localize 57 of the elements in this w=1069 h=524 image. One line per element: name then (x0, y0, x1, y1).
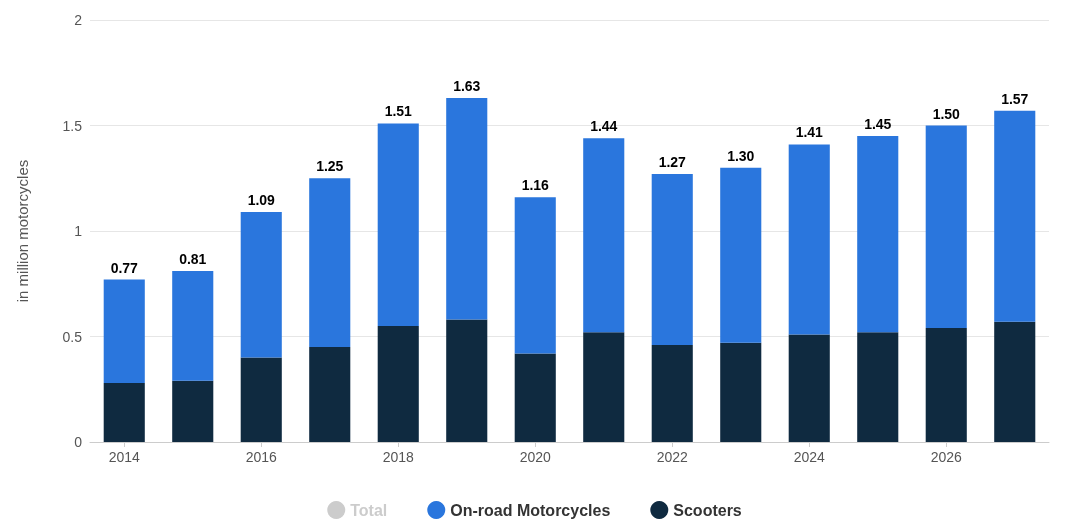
bar (925, 328, 967, 442)
y-axis-title: in million motorcycles (14, 159, 31, 303)
bar (651, 344, 693, 442)
total-label: 1.45 (864, 116, 892, 133)
bar (720, 167, 762, 343)
bar (446, 98, 488, 320)
y-tick-label: 0 (74, 434, 83, 450)
bar (788, 144, 830, 335)
total-label: 1.27 (658, 154, 687, 171)
bar (583, 332, 625, 442)
bar (583, 138, 625, 333)
y-tick-label: 0.5 (62, 328, 83, 345)
bar (514, 353, 556, 442)
bar (377, 123, 419, 326)
total-label: 1.51 (384, 103, 413, 120)
x-tick-label: 2022 (656, 449, 689, 465)
x-tick-label: 2014 (108, 449, 141, 465)
y-tick-label: 2 (74, 12, 83, 28)
bar (514, 197, 556, 354)
bar (172, 271, 214, 381)
bar (857, 332, 899, 442)
bar (925, 125, 967, 329)
total-label: 1.44 (590, 118, 618, 135)
x-tick-label: 2026 (930, 449, 963, 465)
total-label: 1.16 (521, 177, 550, 194)
total-label: 1.41 (795, 124, 824, 141)
bar (240, 357, 282, 442)
total-label: 1.09 (247, 192, 276, 209)
bar (172, 380, 214, 442)
bar (788, 334, 830, 442)
bar (103, 279, 145, 383)
total-label: 1.63 (453, 78, 481, 95)
bar (377, 325, 419, 442)
legend-label: Scooters (673, 501, 742, 519)
bar (857, 136, 899, 333)
total-label: 1.57 (1001, 90, 1029, 107)
total-label: 1.50 (932, 105, 961, 122)
total-label: 0.77 (110, 259, 139, 276)
bar (994, 110, 1036, 322)
bar (309, 178, 351, 348)
total-label: 0.81 (179, 251, 207, 268)
bar (720, 342, 762, 442)
total-label: 1.25 (316, 158, 344, 175)
bar (309, 347, 351, 442)
x-tick-label: 2020 (519, 449, 552, 465)
bar (240, 212, 282, 358)
y-tick-label: 1 (74, 223, 83, 239)
total-label: 1.30 (727, 147, 755, 164)
x-tick-label: 2024 (793, 449, 826, 465)
y-tick-label: 1.5 (62, 117, 83, 134)
legend-label: On-road Motorcycles (450, 501, 611, 519)
bar (446, 319, 488, 442)
x-tick-label: 2018 (382, 449, 415, 465)
bar (651, 174, 693, 345)
bar (103, 382, 145, 442)
bar (994, 321, 1036, 442)
x-tick-label: 2016 (245, 449, 278, 465)
